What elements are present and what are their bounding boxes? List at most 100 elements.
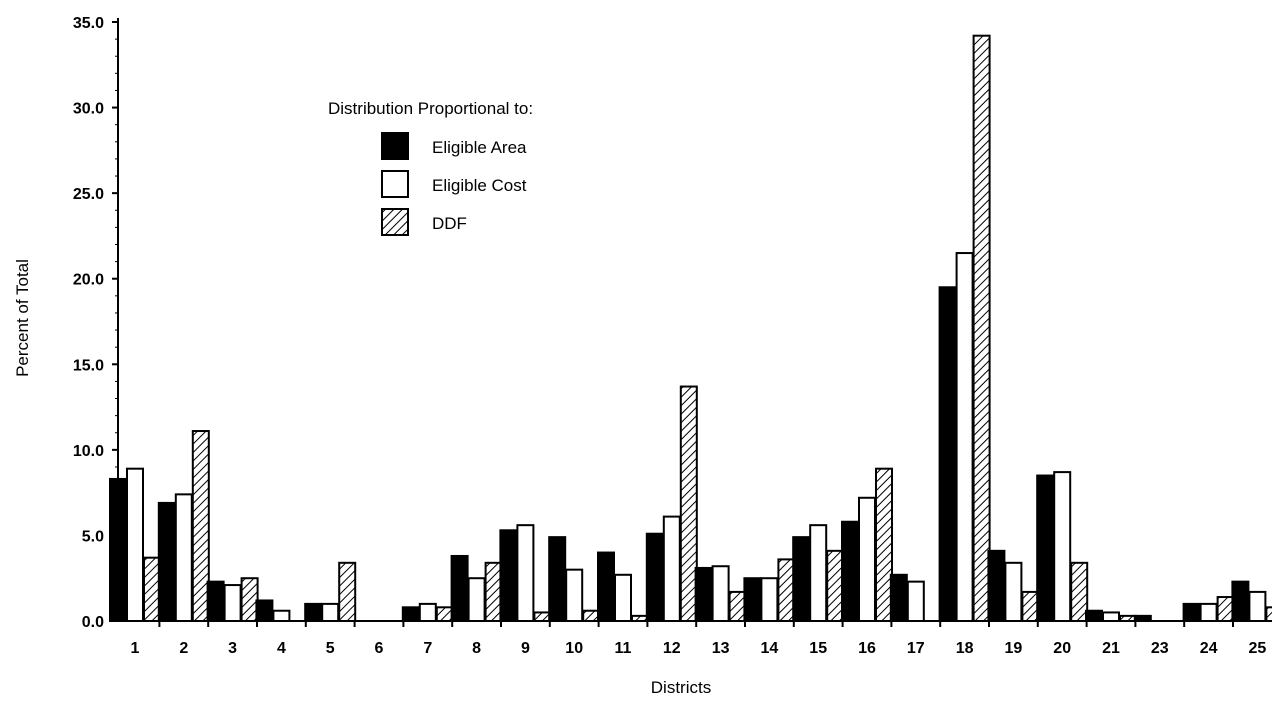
- bar-eligible-area-24: [1182, 602, 1201, 623]
- plot-area: 0.05.010.015.020.025.030.035.01 2 3 4 5 6 7 8 9 1…: [73, 15, 1272, 657]
- x-axis-title: Districts: [651, 678, 711, 696]
- bar-eligible-area-19: [987, 549, 1006, 622]
- bar-eligible-area-7: [401, 606, 420, 623]
- x-tick-label: 20: [1053, 640, 1071, 657]
- bar-eligible-cost-14: [760, 577, 779, 623]
- y-tick-label: 15.0: [73, 357, 104, 374]
- bar-eligible-cost-4: [272, 609, 291, 623]
- bar-eligible-area-8: [450, 554, 469, 622]
- bar-ddf-14: [777, 558, 796, 622]
- bar-ddf-1: [143, 556, 161, 622]
- bar-eligible-area-4: [255, 599, 274, 622]
- bar-eligible-cost-5: [321, 602, 340, 623]
- bar-ddf-15: [826, 549, 845, 622]
- bar-eligible-area-3: [206, 580, 225, 623]
- bar-eligible-cost-16: [858, 496, 876, 622]
- x-tick-label: 15: [809, 640, 827, 657]
- legend-swatch-eligible-cost: [381, 170, 409, 198]
- bar-eligible-area-15: [792, 536, 811, 623]
- bar-eligible-area-10: [548, 536, 567, 623]
- x-tick-label: 13: [712, 640, 730, 657]
- x-tick-label: 18: [956, 640, 974, 657]
- bar-eligible-cost-8: [467, 577, 486, 623]
- bar-ddf-13: [728, 590, 747, 622]
- bar-eligible-cost-17: [906, 580, 925, 623]
- bar-eligible-cost-12: [662, 515, 681, 622]
- bar-eligible-area-1: [109, 477, 127, 622]
- bar-ddf-9: [533, 611, 552, 623]
- bar-eligible-cost-15: [809, 524, 828, 622]
- legend: Distribution Proportional to: Eligible A…: [328, 99, 533, 236]
- legend-swatch-ddf: [381, 208, 409, 236]
- x-tick-label: 14: [761, 640, 779, 657]
- x-tick-label: 10: [565, 640, 583, 657]
- bar-eligible-area-16: [841, 520, 859, 622]
- x-tick-label: 24: [1200, 640, 1218, 657]
- bar-eligible-cost-25: [1248, 590, 1267, 622]
- bar-eligible-area-21: [1085, 609, 1103, 623]
- x-tick-label: 6: [375, 640, 384, 657]
- bar-ddf-19: [1021, 590, 1040, 622]
- bar-eligible-cost-11: [614, 573, 632, 623]
- bar-ddf-8: [484, 561, 503, 622]
- bar-eligible-area-5: [304, 602, 323, 623]
- bar-eligible-cost-10: [565, 568, 584, 623]
- bar-eligible-area-11: [597, 551, 615, 622]
- y-tick-label: 30.0: [73, 101, 104, 118]
- x-tick-label: 23: [1151, 640, 1169, 657]
- x-tick-label: 11: [615, 640, 632, 657]
- x-tick-label: 17: [907, 640, 925, 657]
- y-tick-label: 0.0: [82, 614, 104, 631]
- y-tick-label: 20.0: [73, 272, 104, 289]
- y-tick-label: 25.0: [73, 186, 104, 203]
- bar-ddf-10: [582, 609, 601, 623]
- y-axis-title: Percent of Total: [13, 259, 32, 377]
- bar-ddf-21: [1119, 614, 1137, 623]
- x-tick-label: 3: [228, 640, 237, 657]
- x-tick-label: 25: [1249, 640, 1267, 657]
- bar-eligible-area-25: [1231, 580, 1250, 623]
- x-tick-label: 8: [472, 640, 481, 657]
- bar-eligible-cost-2: [174, 493, 193, 622]
- bar-eligible-area-18: [938, 286, 957, 622]
- bar-ddf-16: [875, 467, 893, 622]
- bar-ddf-24: [1216, 596, 1235, 622]
- bar-eligible-cost-24: [1199, 602, 1218, 623]
- bar-eligible-area-13: [694, 566, 713, 623]
- x-tick-label: 4: [277, 640, 286, 657]
- x-tick-label: 21: [1102, 640, 1120, 657]
- bar-ddf-20: [1070, 561, 1089, 622]
- x-tick-label: 12: [663, 640, 681, 657]
- bar-eligible-area-2: [157, 501, 176, 623]
- bar-eligible-area-20: [1036, 474, 1055, 622]
- bar-ddf-2: [191, 430, 210, 622]
- x-tick-label: 1: [131, 640, 140, 657]
- x-tick-label: 19: [1005, 640, 1023, 657]
- bar-ddf-11: [631, 614, 649, 623]
- bar-eligible-area-12: [645, 532, 664, 623]
- bar-ddf-25: [1265, 606, 1272, 623]
- x-tick-label: 9: [521, 640, 530, 657]
- legend-swatch-eligible-area: [381, 132, 409, 160]
- bar-eligible-area-17: [889, 573, 908, 623]
- bar-eligible-cost-20: [1053, 471, 1072, 622]
- bar-eligible-cost-18: [955, 252, 974, 623]
- bar-eligible-cost-1: [126, 467, 144, 622]
- x-tick-label: 7: [423, 640, 432, 657]
- x-tick-label: 5: [326, 640, 335, 657]
- x-tick-label: 16: [858, 640, 876, 657]
- legend-label: Eligible Cost: [432, 176, 527, 195]
- bar-eligible-cost-7: [418, 602, 437, 623]
- x-tick-label: 2: [179, 640, 188, 657]
- bar-ddf-5: [338, 561, 357, 622]
- bar-eligible-area-23: [1133, 614, 1152, 623]
- bar-eligible-area-14: [743, 577, 762, 623]
- bar-eligible-cost-9: [516, 524, 535, 622]
- y-tick-label: 10.0: [73, 443, 104, 460]
- bar-ddf-12: [679, 385, 698, 622]
- bar-eligible-cost-3: [223, 584, 242, 622]
- bar-ddf-7: [435, 606, 454, 623]
- bar-eligible-cost-13: [711, 565, 730, 623]
